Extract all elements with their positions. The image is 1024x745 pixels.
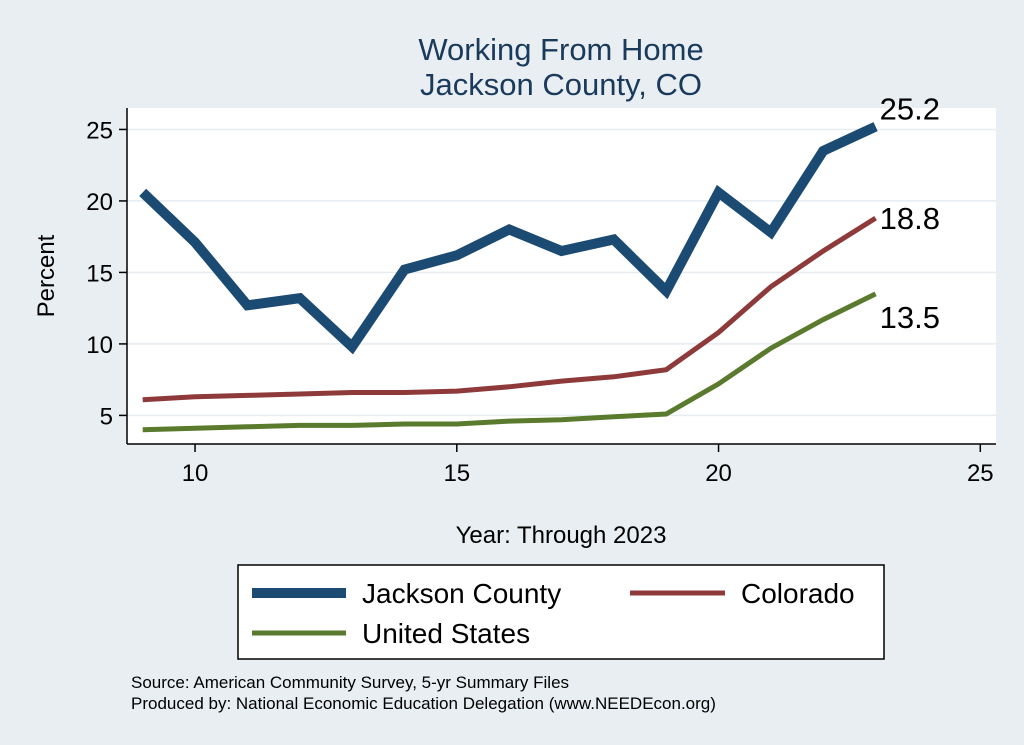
x-axis-title: Year: Through 2023 — [456, 522, 667, 549]
y-tick-label: 25 — [86, 117, 113, 144]
end-labels: 25.2 18.8 13.5 — [880, 92, 940, 335]
source-note: Source: American Community Survey, 5-yr … — [131, 673, 569, 692]
y-tick-label: 20 — [86, 189, 113, 216]
legend-label-united-states: United States — [362, 618, 530, 649]
chart-title: Working From Home — [418, 32, 703, 67]
y-axis-title: Percent — [33, 234, 60, 317]
legend — [237, 564, 885, 660]
legend-label-jackson-county: Jackson County — [362, 578, 561, 609]
grid — [127, 128, 996, 417]
series-lines — [139, 122, 878, 433]
y-tick-label: 5 — [100, 403, 113, 430]
legend-label-colorado: Colorado — [741, 578, 855, 609]
series-line-colorado — [142, 215, 877, 403]
axes: 5 10 15 20 25 10 15 20 25 — [86, 108, 996, 487]
end-label-united-states: 13.5 — [880, 300, 940, 335]
series-line-jackson-county — [139, 122, 878, 355]
chart-subtitle: Jackson County, CO — [420, 67, 702, 102]
y-tick-label: 10 — [86, 332, 113, 359]
x-tick-label: 25 — [967, 460, 994, 487]
producer-note: Produced by: National Economic Education… — [131, 694, 716, 713]
series-line-united-states — [142, 291, 877, 433]
plot-area — [127, 108, 996, 444]
x-tick-label: 15 — [443, 460, 470, 487]
end-label-colorado: 18.8 — [880, 201, 940, 236]
x-tick-label: 20 — [705, 460, 732, 487]
y-tick-label: 15 — [86, 260, 113, 287]
end-label-jackson-county: 25.2 — [880, 92, 940, 127]
x-tick-label: 10 — [182, 460, 209, 487]
